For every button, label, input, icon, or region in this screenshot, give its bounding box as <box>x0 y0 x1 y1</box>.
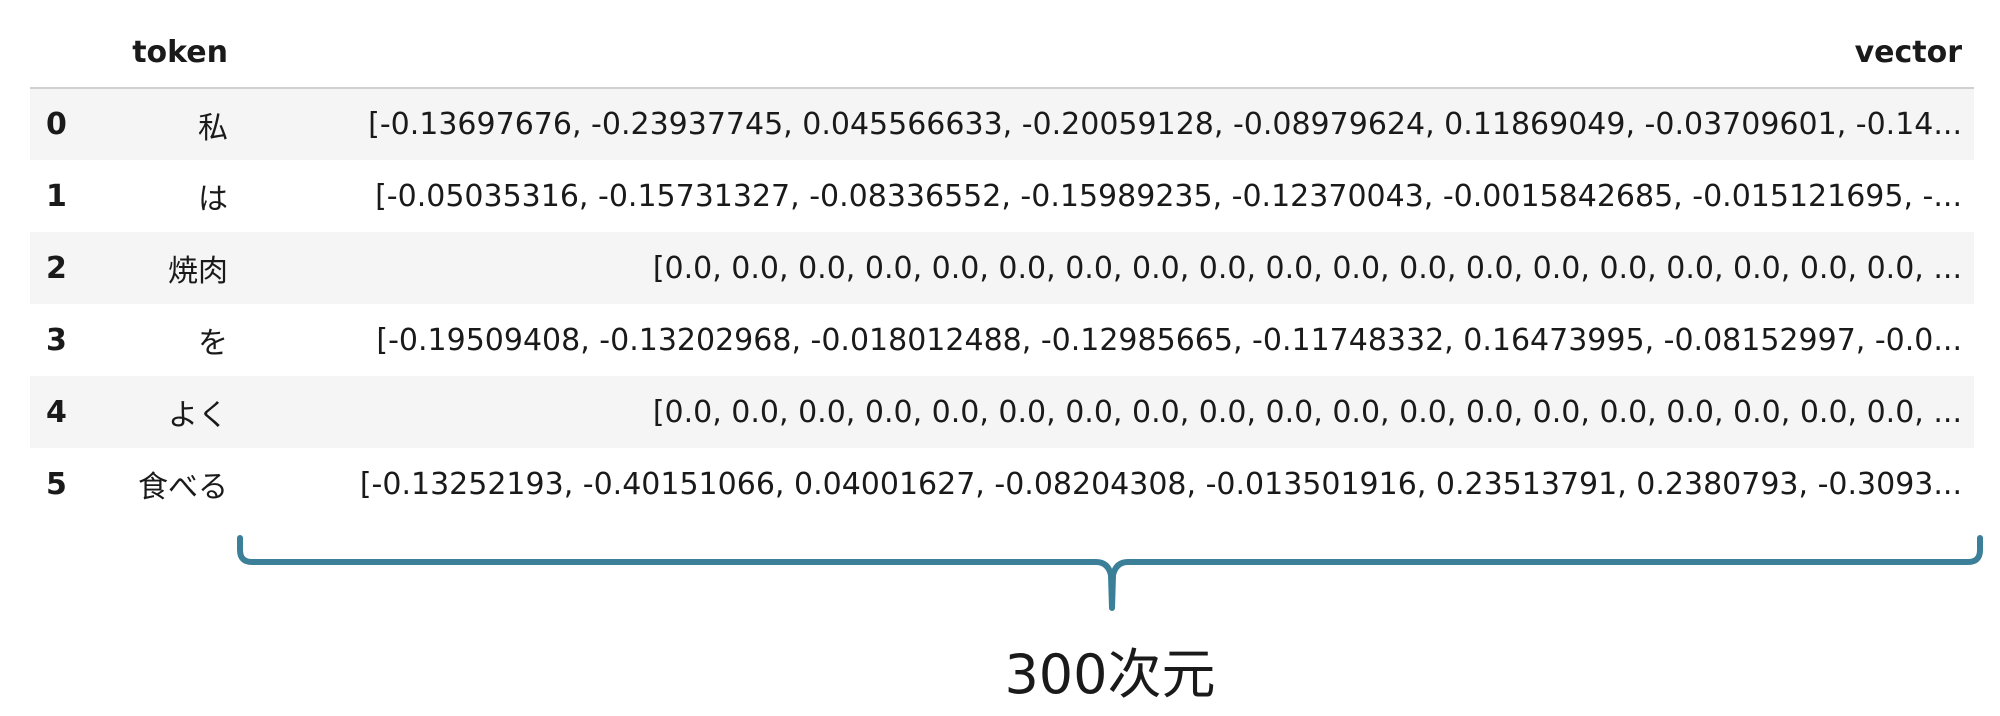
row-index: 5 <box>46 466 67 502</box>
row-index: 1 <box>46 178 67 214</box>
table-row: 2 焼肉 [0.0, 0.0, 0.0, 0.0, 0.0, 0.0, 0.0,… <box>30 232 1974 304</box>
header-row: token vector <box>30 17 1974 89</box>
dataframe-table: token vector 0 私 [-0.13697676, -0.239377… <box>30 17 1974 520</box>
token-cell: 食べる <box>138 470 228 505</box>
token-cell: は <box>198 182 228 217</box>
brace-curve <box>237 535 1983 611</box>
table-row: 0 私 [-0.13697676, -0.23937745, 0.0455666… <box>30 88 1974 160</box>
vector-cell: [0.0, 0.0, 0.0, 0.0, 0.0, 0.0, 0.0, 0.0,… <box>652 250 1962 286</box>
row-index: 3 <box>46 322 67 358</box>
vector-cell: [-0.13252193, -0.40151066, 0.04001627, -… <box>359 466 1962 502</box>
token-cell: 焼肉 <box>168 254 228 289</box>
token-cell: よく <box>168 398 228 433</box>
vector-header: vector <box>240 17 1974 89</box>
index-header <box>30 17 90 89</box>
token-header: token <box>90 17 240 89</box>
vector-cell: [-0.13697676, -0.23937745, 0.045566633, … <box>368 107 1962 142</box>
row-index: 4 <box>46 394 67 430</box>
table-row: 3 を [-0.19509408, -0.13202968, -0.018012… <box>30 304 1974 376</box>
token-cell: を <box>198 326 228 361</box>
table-row: 5 食べる [-0.13252193, -0.40151066, 0.04001… <box>30 448 1974 520</box>
row-index: 0 <box>46 107 67 142</box>
table-row: 1 は [-0.05035316, -0.15731327, -0.083365… <box>30 160 1974 232</box>
vector-cell: [-0.19509408, -0.13202968, -0.018012488,… <box>376 322 1962 358</box>
dimension-label: 300次元 <box>1004 643 1216 706</box>
vector-cell: [-0.05035316, -0.15731327, -0.08336552, … <box>375 178 1962 214</box>
token-cell: 私 <box>198 110 228 146</box>
table-row: 4 よく [0.0, 0.0, 0.0, 0.0, 0.0, 0.0, 0.0,… <box>30 376 1974 448</box>
vector-cell: [0.0, 0.0, 0.0, 0.0, 0.0, 0.0, 0.0, 0.0,… <box>652 394 1962 430</box>
dimension-brace <box>237 535 1983 611</box>
row-index: 2 <box>46 250 67 286</box>
